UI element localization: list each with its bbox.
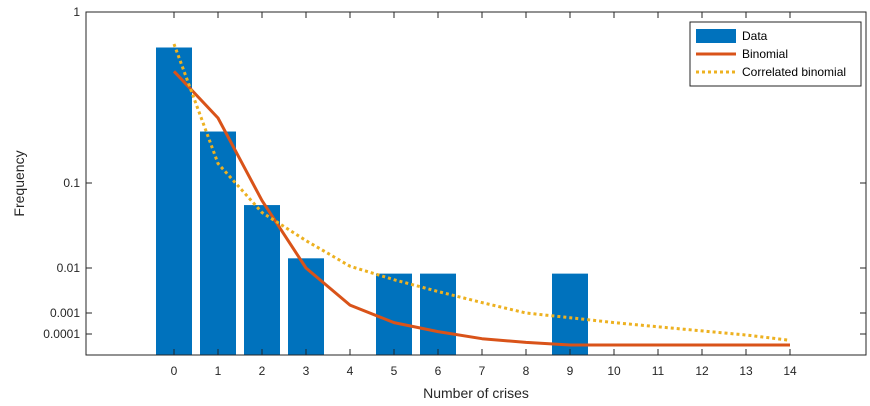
y-tick-label: 0.001 <box>50 306 80 320</box>
x-tick-label: 6 <box>435 364 442 378</box>
legend-label: Binomial <box>742 47 788 61</box>
data-bar-3 <box>288 258 324 355</box>
data-bar-1 <box>200 131 236 355</box>
legend: Data Binomial Correlated binomial <box>689 21 862 87</box>
legend-swatch-data <box>696 29 736 43</box>
bar-series <box>156 47 588 355</box>
data-bar-2 <box>244 205 280 355</box>
axes-frame <box>85 11 867 356</box>
y-axis-label: Frequency <box>11 150 27 216</box>
legend-label: Correlated binomial <box>742 65 846 79</box>
x-tick-label: 9 <box>567 364 574 378</box>
y-tick-label: 1 <box>73 5 80 19</box>
correlated-binomial-line <box>172 43 791 342</box>
x-tick-label: 14 <box>783 364 797 378</box>
x-tick-label: 0 <box>171 364 178 378</box>
y-tick-label: 0.0001 <box>43 327 80 341</box>
data-bar-0 <box>156 47 192 355</box>
data-bar-6 <box>420 273 456 355</box>
x-tick-label: 12 <box>695 364 709 378</box>
y-axis: 1 0.1 0.01 0.001 0.0001 <box>43 5 866 341</box>
x-tick-label: 11 <box>652 364 665 378</box>
data-bar-9 <box>552 273 588 355</box>
x-tick-label: 10 <box>607 364 621 378</box>
y-tick-label: 0.01 <box>57 261 81 275</box>
x-tick-label: 13 <box>739 364 753 378</box>
legend-label: Data <box>742 29 768 43</box>
x-tick-label: 2 <box>259 364 266 378</box>
x-tick-label: 7 <box>479 364 486 378</box>
data-bar-5 <box>376 273 412 355</box>
x-tick-label: 1 <box>215 364 222 378</box>
x-tick-label: 4 <box>347 364 354 378</box>
x-tick-label: 3 <box>303 364 310 378</box>
x-axis: 0 1 2 3 4 5 6 7 8 9 10 11 12 13 14 <box>171 12 797 378</box>
x-tick-label: 8 <box>523 364 530 378</box>
x-axis-label: Number of crises <box>423 385 529 401</box>
line-series <box>172 43 791 347</box>
x-tick-label: 5 <box>391 364 398 378</box>
y-tick-label: 0.1 <box>63 176 80 190</box>
